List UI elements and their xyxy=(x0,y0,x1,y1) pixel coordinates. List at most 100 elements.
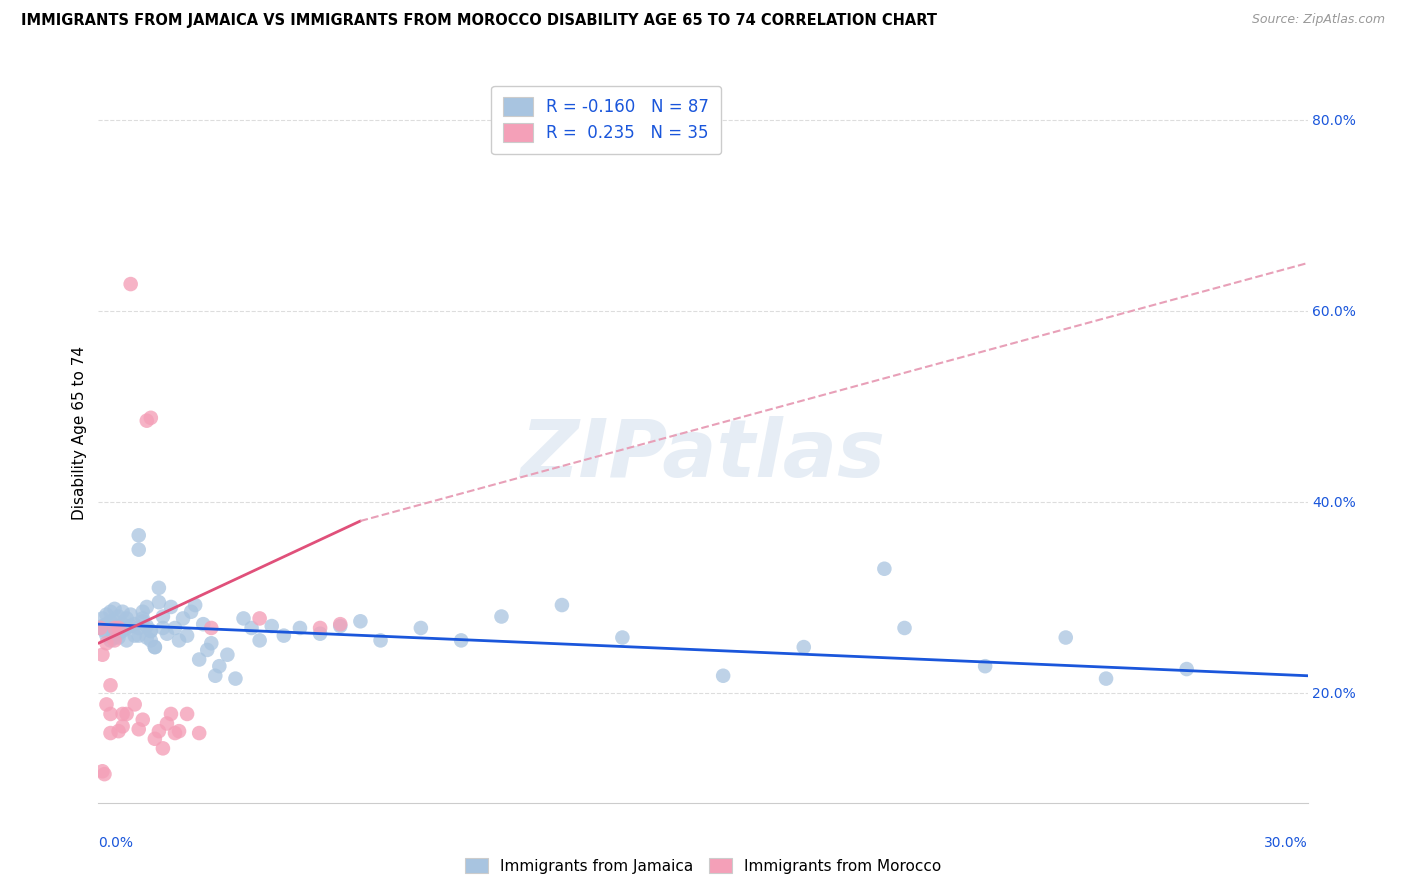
Point xyxy=(309,626,332,640)
Point xyxy=(143,640,166,654)
Point xyxy=(160,599,183,614)
Point xyxy=(103,633,125,648)
Point xyxy=(128,723,150,737)
Point xyxy=(450,633,472,648)
Point xyxy=(115,621,138,635)
Point xyxy=(160,706,183,721)
Point xyxy=(132,615,155,629)
Point xyxy=(148,724,170,739)
Point xyxy=(974,659,997,673)
Point xyxy=(96,617,118,632)
Point xyxy=(107,724,129,739)
Point xyxy=(1175,662,1198,676)
Point xyxy=(249,633,271,648)
Point xyxy=(180,605,202,619)
Point xyxy=(111,617,134,632)
Point xyxy=(249,611,271,625)
Point xyxy=(188,652,211,666)
Point xyxy=(188,726,211,740)
Point xyxy=(128,629,150,643)
Text: 0.0%: 0.0% xyxy=(98,836,134,850)
Point xyxy=(139,624,162,638)
Point xyxy=(115,633,138,648)
Text: 30.0%: 30.0% xyxy=(1264,836,1308,850)
Point xyxy=(103,631,125,645)
Point xyxy=(612,631,634,645)
Point xyxy=(128,528,150,542)
Point xyxy=(152,741,174,756)
Point xyxy=(1095,672,1118,686)
Point xyxy=(96,629,118,643)
Point xyxy=(111,624,134,638)
Point xyxy=(135,631,157,645)
Point xyxy=(128,542,150,557)
Point xyxy=(329,617,352,632)
Text: IMMIGRANTS FROM JAMAICA VS IMMIGRANTS FROM MOROCCO DISABILITY AGE 65 TO 74 CORRE: IMMIGRANTS FROM JAMAICA VS IMMIGRANTS FR… xyxy=(21,13,936,29)
Point xyxy=(156,716,179,731)
Point xyxy=(111,706,134,721)
Point xyxy=(135,414,157,428)
Point xyxy=(409,621,432,635)
Point xyxy=(163,726,186,740)
Point xyxy=(124,629,146,643)
Point xyxy=(176,629,198,643)
Legend: R = -0.160   N = 87, R =  0.235   N = 35: R = -0.160 N = 87, R = 0.235 N = 35 xyxy=(492,86,721,154)
Point xyxy=(100,633,122,648)
Point xyxy=(124,617,146,632)
Point xyxy=(491,609,513,624)
Point xyxy=(240,621,263,635)
Point xyxy=(91,611,114,625)
Point xyxy=(120,607,142,622)
Point xyxy=(152,609,174,624)
Point xyxy=(91,648,114,662)
Point xyxy=(200,636,222,650)
Point xyxy=(135,599,157,614)
Point xyxy=(200,621,222,635)
Point xyxy=(224,672,246,686)
Point xyxy=(100,706,122,721)
Point xyxy=(120,277,142,291)
Point xyxy=(193,617,215,632)
Point xyxy=(143,640,166,654)
Point xyxy=(89,621,111,635)
Point xyxy=(107,626,129,640)
Point xyxy=(103,624,125,638)
Point xyxy=(111,719,134,733)
Point xyxy=(167,633,190,648)
Point xyxy=(96,607,118,622)
Point xyxy=(100,678,122,692)
Point xyxy=(288,621,311,635)
Point xyxy=(184,598,207,612)
Point xyxy=(89,621,111,635)
Point xyxy=(273,629,295,643)
Point xyxy=(370,633,392,648)
Point xyxy=(260,619,283,633)
Point xyxy=(349,615,371,629)
Point xyxy=(93,767,115,781)
Point xyxy=(132,611,155,625)
Point xyxy=(152,621,174,635)
Point xyxy=(132,605,155,619)
Text: Source: ZipAtlas.com: Source: ZipAtlas.com xyxy=(1251,13,1385,27)
Point xyxy=(176,706,198,721)
Point xyxy=(107,621,129,635)
Point xyxy=(873,562,896,576)
Point xyxy=(195,643,218,657)
Text: ZIPatlas: ZIPatlas xyxy=(520,416,886,494)
Point xyxy=(135,619,157,633)
Point xyxy=(115,706,138,721)
Point xyxy=(148,595,170,609)
Point xyxy=(132,713,155,727)
Point xyxy=(100,726,122,740)
Point xyxy=(139,624,162,638)
Point xyxy=(139,633,162,648)
Point xyxy=(103,602,125,616)
Point xyxy=(115,611,138,625)
Point xyxy=(91,619,114,633)
Point xyxy=(100,621,122,635)
Point xyxy=(128,621,150,635)
Point xyxy=(139,410,162,425)
Point xyxy=(1054,631,1077,645)
Point xyxy=(208,659,231,673)
Point xyxy=(163,621,186,635)
